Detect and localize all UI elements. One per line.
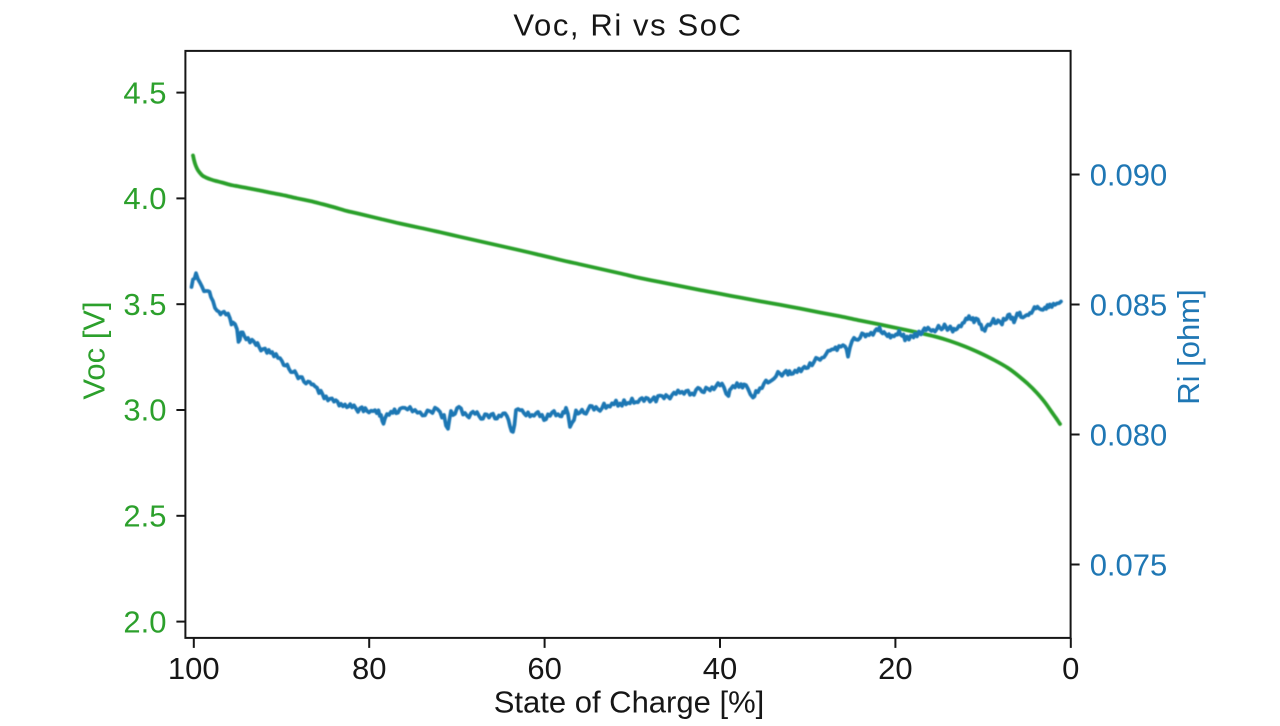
svg-text:0.090: 0.090 bbox=[1090, 158, 1168, 193]
svg-text:Voc [V]: Voc [V] bbox=[77, 301, 112, 399]
svg-text:0.080: 0.080 bbox=[1090, 418, 1168, 453]
svg-text:0.085: 0.085 bbox=[1090, 288, 1168, 323]
svg-text:40: 40 bbox=[703, 651, 737, 686]
svg-text:Ri [ohm]: Ri [ohm] bbox=[1171, 289, 1206, 404]
svg-text:2.0: 2.0 bbox=[123, 604, 166, 639]
svg-text:0: 0 bbox=[1062, 651, 1079, 686]
svg-text:0.075: 0.075 bbox=[1090, 548, 1168, 583]
svg-text:3.0: 3.0 bbox=[123, 393, 166, 428]
svg-text:Voc, Ri vs SoC: Voc, Ri vs SoC bbox=[513, 8, 742, 43]
svg-text:3.5: 3.5 bbox=[123, 287, 166, 322]
svg-text:100: 100 bbox=[168, 651, 220, 686]
svg-text:4.0: 4.0 bbox=[123, 181, 166, 216]
svg-text:State of Charge [%]: State of Charge [%] bbox=[494, 685, 765, 720]
svg-text:60: 60 bbox=[527, 651, 561, 686]
svg-text:80: 80 bbox=[352, 651, 386, 686]
svg-text:4.5: 4.5 bbox=[123, 75, 166, 110]
svg-text:20: 20 bbox=[878, 651, 912, 686]
svg-text:2.5: 2.5 bbox=[123, 499, 166, 534]
